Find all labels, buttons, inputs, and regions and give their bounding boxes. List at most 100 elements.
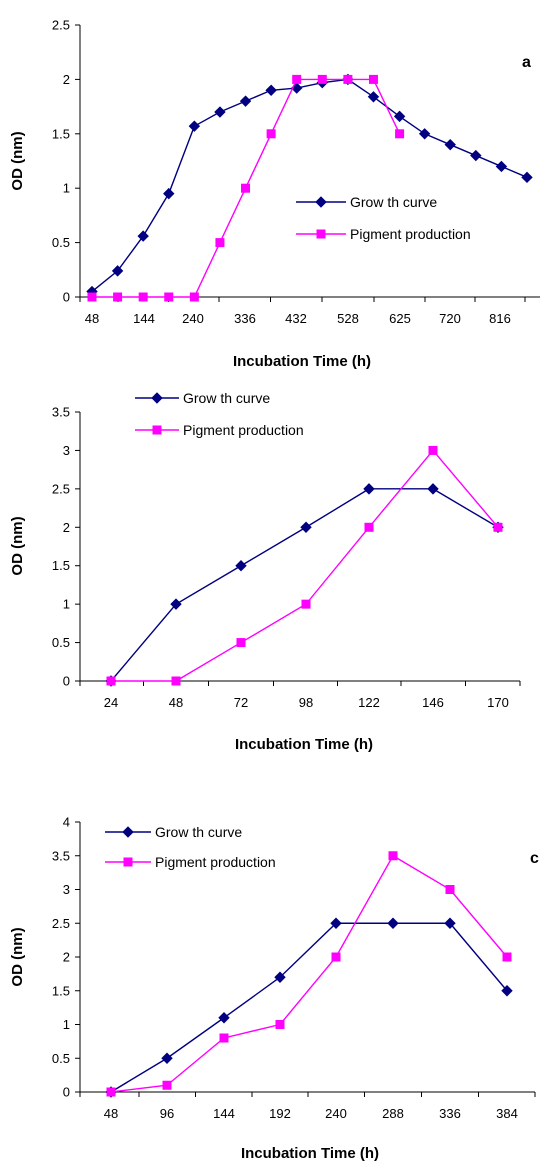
series-line bbox=[91, 78, 528, 293]
data-point bbox=[330, 917, 342, 929]
series-growth-curve bbox=[105, 483, 504, 687]
x-tick-label: 816 bbox=[489, 311, 511, 326]
y-tick-label: 2 bbox=[63, 950, 70, 965]
data-point bbox=[214, 106, 226, 118]
data-point bbox=[274, 971, 286, 983]
data-point bbox=[444, 138, 456, 151]
x-tick-label: 384 bbox=[496, 1106, 518, 1121]
x-tick-label: 146 bbox=[422, 695, 444, 710]
x-tick-label: 122 bbox=[358, 695, 380, 710]
x-tick-label: 96 bbox=[160, 1106, 174, 1121]
data-point bbox=[364, 522, 374, 532]
x-tick-label: 48 bbox=[169, 695, 183, 710]
data-point bbox=[502, 952, 512, 962]
y-tick-label: 1 bbox=[63, 181, 70, 196]
series-line bbox=[110, 488, 499, 682]
data-point bbox=[235, 560, 247, 572]
series-growth-curve bbox=[86, 73, 533, 298]
x-tick-label: 192 bbox=[269, 1106, 291, 1121]
y-axis-title: OD (nm) bbox=[9, 927, 26, 986]
series-line bbox=[111, 449, 499, 682]
x-tick-label: 240 bbox=[325, 1106, 347, 1121]
data-point bbox=[501, 985, 513, 997]
data-point bbox=[239, 95, 252, 107]
x-tick-label: 170 bbox=[487, 695, 509, 710]
data-point bbox=[138, 292, 148, 302]
data-point bbox=[470, 149, 482, 162]
data-point bbox=[236, 638, 246, 648]
x-tick-label: 288 bbox=[382, 1106, 404, 1121]
y-tick-label: 0 bbox=[63, 1085, 70, 1100]
data-point bbox=[170, 598, 182, 610]
y-tick-label: 2 bbox=[63, 72, 70, 87]
data-point bbox=[111, 265, 124, 277]
data-point bbox=[428, 445, 438, 455]
y-tick-label: 0.5 bbox=[52, 1051, 70, 1066]
x-tick-label: 48 bbox=[85, 311, 99, 326]
y-tick-label: 2.5 bbox=[52, 481, 70, 496]
data-point bbox=[444, 917, 456, 929]
data-point bbox=[163, 187, 175, 200]
legend-marker bbox=[315, 196, 327, 208]
data-point bbox=[418, 128, 431, 140]
data-point bbox=[521, 171, 533, 184]
legend: Grow th curve Pigment production bbox=[135, 390, 304, 438]
x-tick-label: 144 bbox=[133, 311, 155, 326]
data-point bbox=[495, 160, 508, 173]
data-point bbox=[161, 1052, 173, 1064]
y-tick-label: 1.5 bbox=[52, 558, 70, 573]
legend-marker bbox=[151, 392, 163, 404]
chart-3: 0 0.5 1 1.5 2 2.5 3 3.5 4 48 96 144 192 240 288 336 384 I… bbox=[9, 815, 539, 1163]
data-point bbox=[393, 110, 406, 123]
y-axis-title: OD (nm) bbox=[9, 516, 26, 575]
x-tick-label: 625 bbox=[389, 311, 411, 326]
series-pigment-production bbox=[106, 851, 512, 1097]
series-pigment-production bbox=[87, 74, 405, 302]
y-tick-label: 0.5 bbox=[52, 235, 70, 250]
legend-marker bbox=[316, 229, 326, 239]
panel-label: c bbox=[530, 850, 539, 867]
data-point bbox=[300, 521, 312, 533]
data-point bbox=[87, 292, 97, 302]
data-point bbox=[395, 129, 405, 139]
series-line bbox=[110, 922, 508, 1093]
x-tick-label: 432 bbox=[285, 311, 307, 326]
data-point bbox=[368, 74, 378, 84]
x-tick-label: 336 bbox=[234, 311, 256, 326]
x-tick-label: 24 bbox=[104, 695, 118, 710]
y-tick-label: 0 bbox=[63, 674, 70, 689]
x-tick-label: 720 bbox=[439, 311, 461, 326]
legend-label: Pigment production bbox=[183, 422, 304, 438]
legend: Grow th curve Pigment production bbox=[105, 824, 276, 870]
x-axis-title: Incubation Time (h) bbox=[235, 736, 373, 753]
data-point bbox=[162, 1080, 172, 1090]
y-tick-label: 3.5 bbox=[52, 848, 70, 863]
data-point bbox=[266, 129, 276, 139]
data-point bbox=[301, 599, 311, 609]
data-point bbox=[137, 230, 149, 242]
series-growth-curve bbox=[105, 917, 513, 1098]
legend-label: Grow th curve bbox=[183, 390, 270, 406]
legend-marker bbox=[152, 425, 162, 435]
legend-marker bbox=[122, 826, 134, 838]
x-axis-title: Incubation Time (h) bbox=[233, 353, 371, 370]
y-tick-label: 4 bbox=[63, 815, 70, 830]
x-tick-label: 98 bbox=[299, 695, 313, 710]
data-point bbox=[493, 522, 503, 532]
x-tick-label: 72 bbox=[234, 695, 248, 710]
data-point bbox=[215, 238, 225, 248]
data-point bbox=[171, 676, 181, 686]
data-point bbox=[218, 1012, 230, 1024]
data-point bbox=[388, 851, 398, 861]
y-tick-label: 3 bbox=[63, 443, 70, 458]
chart-1: 0 0.5 1 1.5 2 2.5 48 144 240 336 432 528 625 720 816 In… bbox=[9, 18, 540, 370]
y-axis-title: OD (nm) bbox=[9, 131, 26, 190]
data-point bbox=[241, 183, 251, 193]
data-point bbox=[188, 120, 201, 132]
data-point bbox=[331, 952, 341, 962]
data-point bbox=[367, 91, 380, 103]
y-tick-label: 1 bbox=[63, 597, 70, 612]
legend-label: Grow th curve bbox=[350, 194, 437, 210]
x-axis-title: Incubation Time (h) bbox=[241, 1145, 379, 1162]
